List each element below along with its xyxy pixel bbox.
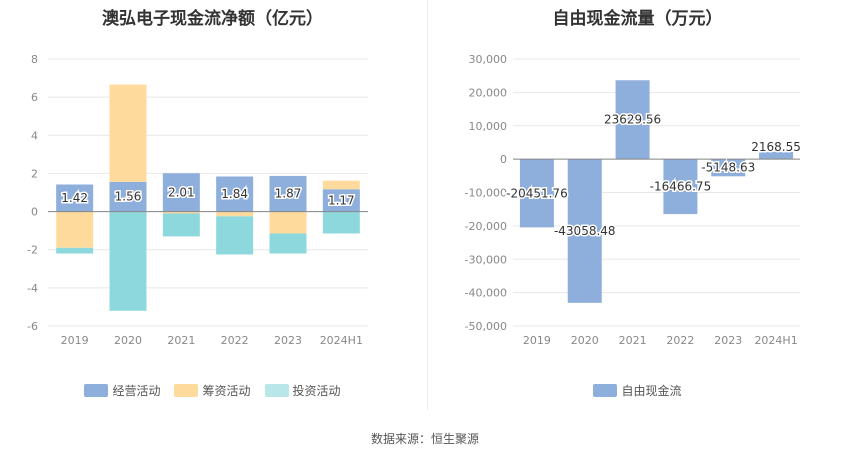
- bar-value-label: -5148.63: [701, 161, 755, 175]
- bar-value-label: 2168.55: [751, 140, 801, 154]
- bar: [519, 159, 554, 228]
- x-tick-label: 2020: [571, 334, 599, 347]
- y-tick-label: -20,000: [465, 220, 507, 233]
- x-tick-label: 2021: [619, 334, 647, 347]
- bar-value-label: 1.56: [115, 190, 142, 204]
- bar-value-label: 23629.56: [604, 113, 661, 127]
- legend-label-investing: 投资活动: [292, 384, 341, 398]
- x-tick-label: 2023: [714, 334, 742, 347]
- legend-item-investing[interactable]: 投资活动: [264, 382, 341, 399]
- legend-item-financing[interactable]: 筹资活动: [174, 382, 251, 399]
- bar-segment: [56, 211, 94, 248]
- y-tick-label: -50,000: [465, 320, 507, 333]
- y-tick-label: -40,000: [465, 287, 507, 300]
- bar-value-label: -16466.75: [650, 180, 712, 194]
- bar-segment: [162, 173, 200, 212]
- y-tick-label: -10,000: [465, 187, 507, 200]
- legend-item-operating[interactable]: 经营活动: [84, 382, 160, 399]
- bar-segment: [269, 211, 307, 234]
- bar-value-label: 1.17: [328, 193, 355, 207]
- bar: [615, 80, 650, 160]
- x-tick-label: 2024H1: [754, 334, 797, 347]
- bar-value-label: 1.87: [275, 187, 302, 201]
- bar-segment: [162, 213, 200, 237]
- bar-value-label: -20451.76: [506, 186, 568, 200]
- bar-segment: [322, 211, 360, 234]
- bar-segment: [322, 180, 360, 190]
- y-tick-label: 20,000: [469, 86, 508, 99]
- x-tick-label: 2020: [114, 334, 142, 347]
- legend-swatch-free-cashflow: [593, 384, 618, 397]
- cashflow-net-legend: 经营活动 筹资活动 投资活动: [0, 382, 425, 399]
- cashflow-net-plot: 8 6 4 2 0 -2 -4 -6 2019 2020 2021 2022 2023 2024H1 1.4…: [27, 53, 368, 347]
- y-tick-label: 8: [31, 53, 38, 66]
- y-tick-label: 30,000: [469, 53, 508, 66]
- x-tick-label: 2021: [167, 334, 195, 347]
- bar-value-label: 1.42: [61, 191, 88, 205]
- y-tick-label: 0: [500, 153, 507, 166]
- free-cashflow-chart: 自由现金流量（万元） 30,000 20,000 10,000 0 -10,000 -20…: [425, 0, 850, 410]
- data-source-note: 数据来源：恒生聚源: [370, 432, 479, 446]
- bar-value-label: 2.01: [168, 185, 195, 199]
- bar-value-label: -43058.48: [554, 224, 616, 238]
- y-tick-label: 0: [31, 206, 38, 219]
- x-tick-label: 2019: [61, 334, 89, 347]
- bar-segment: [162, 211, 200, 214]
- free-cashflow-title: 自由现金流量（万元）: [552, 9, 723, 29]
- bar-segment: [109, 181, 147, 212]
- bar-segment: [216, 216, 254, 255]
- y-tick-label: 10,000: [469, 120, 508, 133]
- bar: [663, 159, 698, 215]
- y-tick-label: 2: [31, 167, 38, 180]
- free-cashflow-legend: 自由现金流: [425, 382, 850, 399]
- legend-swatch-operating: [84, 384, 109, 397]
- x-tick-label: 2023: [274, 334, 302, 347]
- bar-segment: [109, 211, 147, 311]
- legend-swatch-financing: [174, 384, 199, 397]
- bar-segment: [56, 184, 94, 212]
- bar: [711, 159, 746, 177]
- bar-segment: [269, 233, 307, 254]
- bar-segment: [216, 211, 254, 217]
- bar-segment: [216, 176, 254, 212]
- bar: [759, 151, 794, 160]
- bar-segment: [56, 247, 94, 254]
- y-tick-label: -6: [27, 320, 38, 333]
- legend-swatch-investing: [264, 384, 289, 397]
- x-tick-label: 2022: [221, 334, 249, 347]
- y-tick-label: 6: [31, 91, 38, 104]
- x-tick-label: 2022: [666, 334, 694, 347]
- legend-item-free-cashflow[interactable]: 自由现金流: [593, 382, 682, 399]
- bar-value-label: 1.84: [221, 187, 248, 201]
- legend-label-free-cashflow: 自由现金流: [621, 384, 682, 398]
- bar-segment: [109, 84, 147, 182]
- bar-segment: [269, 175, 307, 212]
- y-tick-label: -2: [27, 244, 38, 257]
- free-cashflow-plot: 30,000 20,000 10,000 0 -10,000 -20,000 -30,000…: [465, 53, 803, 347]
- legend-label-operating: 经营活动: [112, 384, 161, 398]
- bar: [567, 159, 602, 303]
- cashflow-net-title: 澳弘电子现金流净额（亿元）: [102, 9, 323, 29]
- y-tick-label: -4: [27, 282, 38, 295]
- x-tick-label: 2024H1: [320, 334, 363, 347]
- legend-label-financing: 筹资活动: [202, 384, 251, 398]
- x-tick-label: 2019: [523, 334, 551, 347]
- y-tick-label: -30,000: [465, 253, 507, 266]
- y-tick-label: 4: [31, 129, 38, 142]
- bar-segment: [322, 189, 360, 212]
- cashflow-net-chart: 澳弘电子现金流净额（亿元） 8 6 4 2 0 -2 -4 -6 2019 2020 2021 202…: [0, 0, 425, 410]
- panel-divider: [427, 0, 428, 410]
